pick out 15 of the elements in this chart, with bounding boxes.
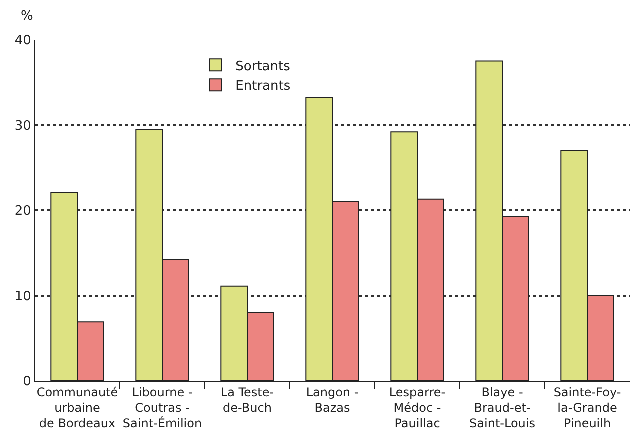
y-tick-label: 0 (23, 374, 32, 390)
legend-label: Sortants (236, 59, 291, 74)
y-tick-label: 30 (14, 118, 32, 134)
x-tick-label: Langon - Bazas (306, 385, 359, 415)
y-tick-label: 10 (14, 289, 32, 304)
x-tick-label: Lesparre- Médoc - Pauillac (389, 385, 446, 431)
x-tick-label: Libourne - Coutras - Saint-Émilion (122, 385, 202, 431)
x-tick-label: La Teste- de-Buch (220, 385, 274, 415)
y-axis-title: % (21, 9, 34, 24)
y-tick-label: 20 (14, 204, 32, 220)
legend-label: Entrants (236, 79, 291, 94)
x-tick-label: Communauté urbaine de Bordeaux (36, 385, 118, 431)
x-tick-label: Sainte-Foy- la-Grande Pineuilh (554, 385, 622, 431)
y-tick-label: 40 (14, 34, 32, 49)
x-tick-label: Blaye - Braud-et- Saint-Louis (470, 385, 536, 431)
